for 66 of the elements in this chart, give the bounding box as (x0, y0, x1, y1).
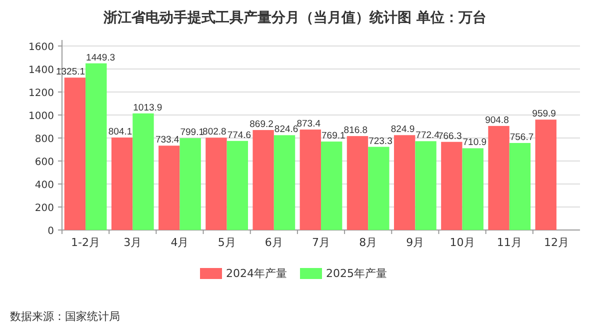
data-label: 766.3 (438, 130, 462, 142)
bar (346, 136, 368, 230)
y-tick-label: 1400 (28, 65, 54, 76)
data-label: 824.9 (390, 124, 415, 136)
bar (394, 135, 416, 230)
data-label: 756.7 (510, 132, 534, 143)
bar (509, 142, 531, 230)
bar (300, 130, 321, 230)
bar (488, 126, 510, 230)
bar (86, 63, 107, 230)
data-label: 802.8 (202, 126, 226, 138)
data-label: 733.4 (155, 134, 180, 146)
data-label: 824.6 (274, 124, 298, 136)
data-label: 873.4 (296, 118, 320, 130)
data-label: 804.1 (108, 126, 132, 138)
bar (252, 130, 274, 230)
bar (111, 138, 133, 230)
bar (206, 138, 227, 230)
y-tick-label: 1200 (28, 88, 54, 99)
x-tick-label: 10月 (450, 236, 475, 249)
bar (415, 141, 436, 230)
y-tick-label: 800 (34, 134, 54, 145)
data-label: 769.1 (322, 130, 346, 142)
y-tick-label: 0 (48, 226, 54, 237)
y-tick-label: 200 (34, 203, 54, 214)
x-tick-label: 9月 (406, 236, 424, 249)
bar (462, 148, 484, 230)
bar (158, 146, 180, 230)
data-label: 710.9 (462, 137, 487, 148)
data-label: 723.3 (368, 136, 392, 147)
data-label: 772.4 (416, 130, 440, 142)
data-label: 904.8 (485, 114, 509, 126)
bar (226, 140, 248, 230)
y-tick-label: 400 (34, 180, 54, 191)
bar (321, 142, 342, 230)
bar (441, 142, 462, 230)
x-tick-label: 1-2月 (71, 236, 100, 249)
bar (180, 138, 201, 230)
legend-label: 2025年产量 (326, 267, 387, 280)
data-label: 1325.1 (56, 66, 86, 78)
y-tick-label: 1600 (28, 42, 54, 53)
bar (535, 120, 556, 230)
chart-title: 浙江省电动手提式工具产量分月（当月值）统计图 单位：万台 (102, 9, 486, 26)
legend-label: 2024年产量 (226, 267, 287, 280)
data-label: 1013.9 (133, 102, 162, 114)
x-tick-label: 12月 (544, 236, 569, 249)
x-tick-label: 6月 (264, 236, 283, 249)
data-label: 816.8 (344, 125, 368, 136)
x-tick-label: 4月 (170, 236, 189, 249)
bar (274, 135, 296, 230)
x-tick-label: 7月 (312, 236, 330, 249)
y-tick-label: 1000 (28, 111, 54, 122)
bar (132, 113, 154, 230)
data-label: 869.2 (250, 119, 274, 130)
x-tick-label: 3月 (124, 236, 142, 249)
data-label: 799.1 (180, 127, 204, 138)
x-tick-label: 11月 (496, 236, 522, 249)
x-tick-label: 5月 (218, 236, 236, 249)
x-tick-label: 8月 (359, 236, 378, 249)
data-label: 959.9 (532, 108, 556, 120)
source-note: 数据来源：国家统计局 (10, 310, 120, 323)
y-tick-label: 600 (34, 157, 54, 168)
bar (64, 78, 86, 230)
data-label: 774.6 (227, 130, 252, 141)
bar (368, 146, 390, 230)
data-label: 1449.3 (86, 52, 116, 64)
